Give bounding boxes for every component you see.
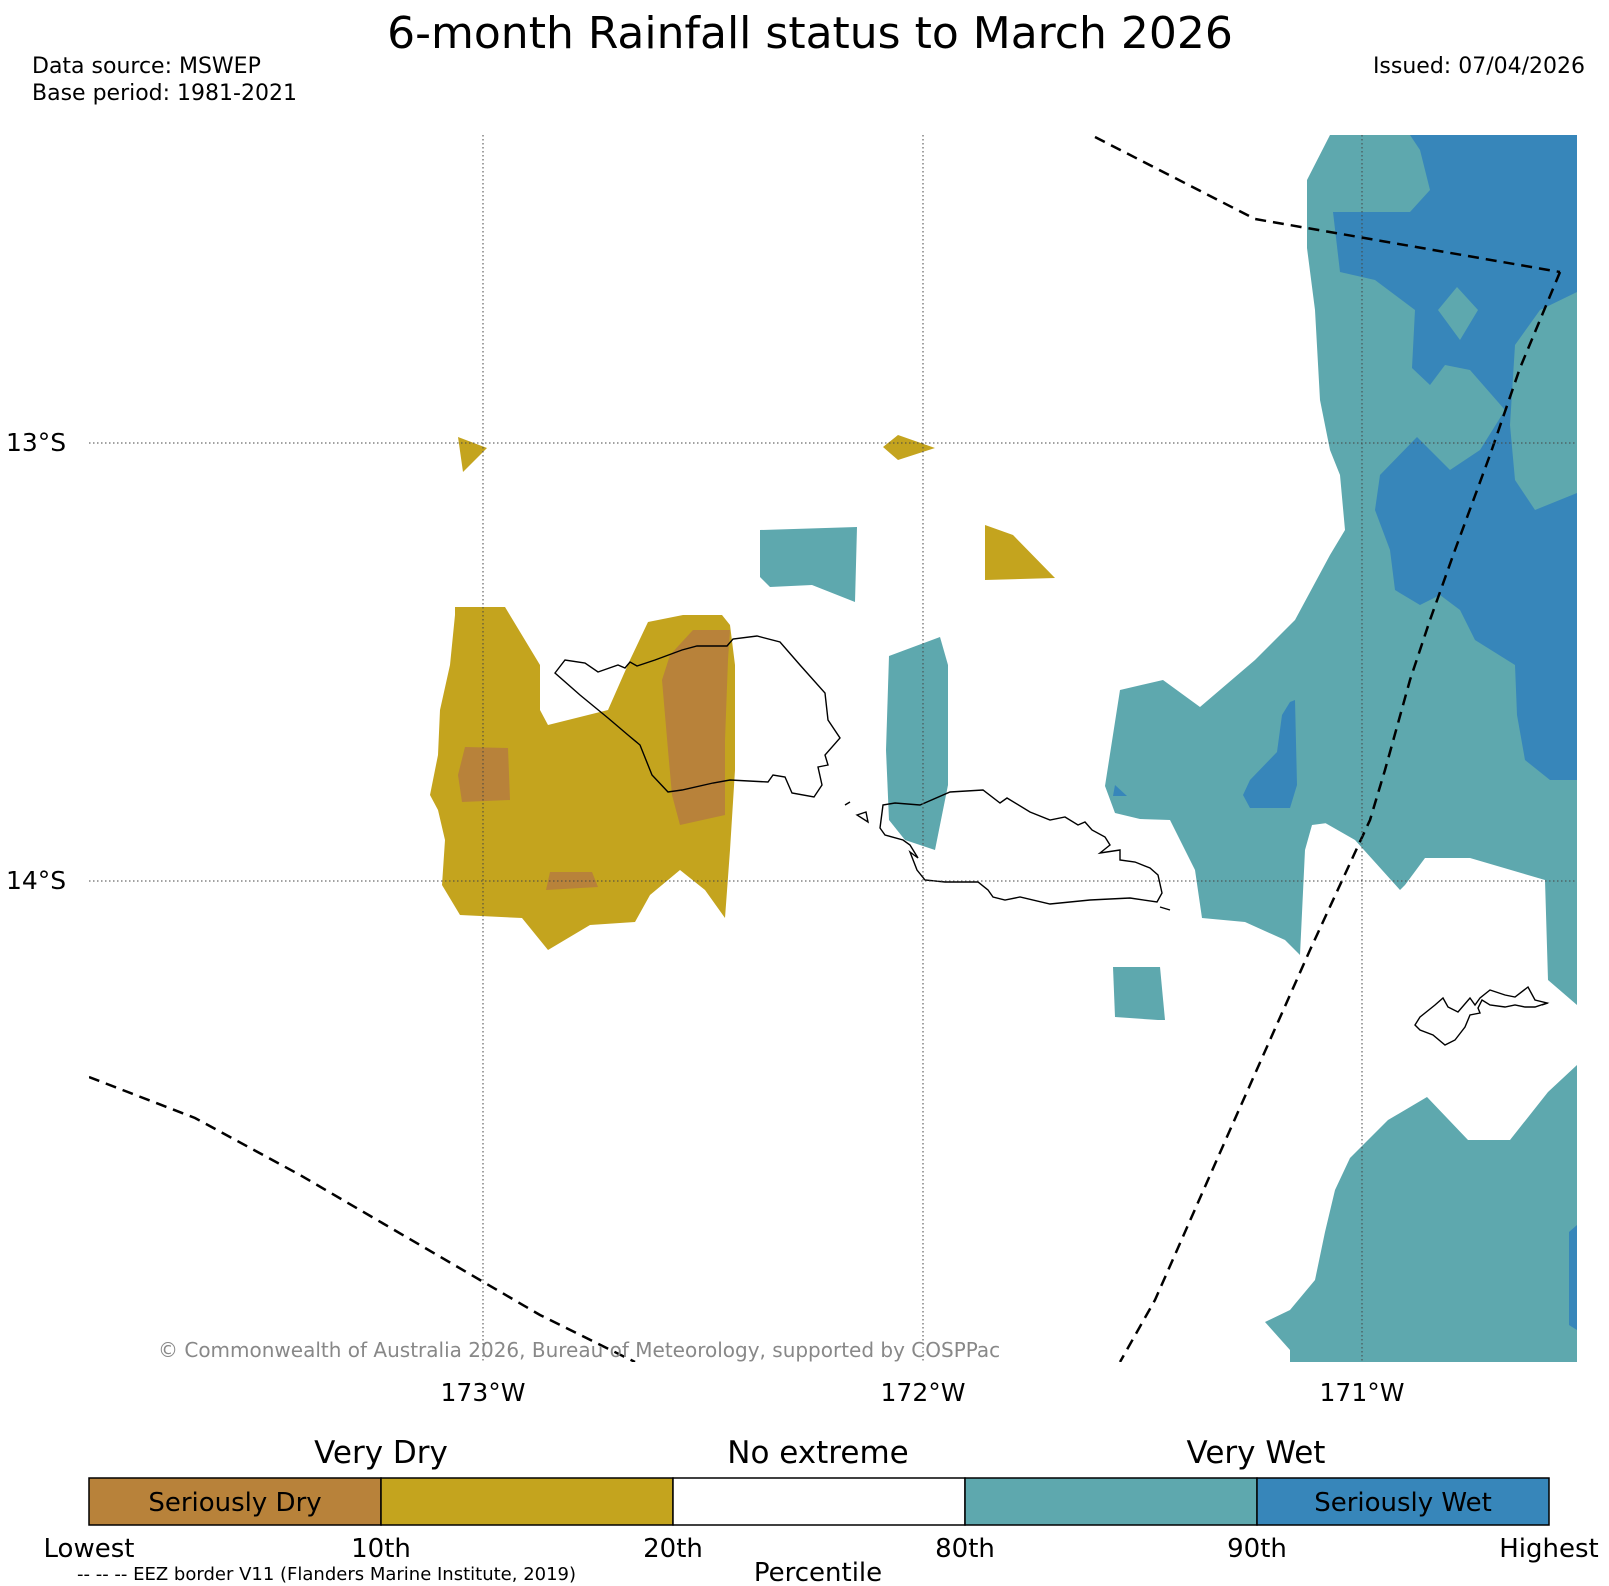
coastline-islet-1 [855,811,870,824]
data-source-text: Data source: MSWEP [32,54,261,79]
very-dry-region-main [430,607,735,950]
legend-box-very-dry [380,1477,674,1526]
seriously-dry-patch-1 [662,630,730,825]
eez-border-east [1118,271,1562,1362]
seriously-wet-regions [1113,135,1577,1330]
coastline-upolu [879,789,1163,905]
lat-label-14s: 14°S [6,866,66,895]
lon-label-172w: 172°W [881,1378,966,1407]
legend-box-no-extreme [672,1477,966,1526]
gridlines [89,135,1577,1362]
eez-border-southwest [89,1075,636,1362]
very-dry-regions [430,435,1055,950]
very-wet-patch-3 [1113,967,1165,1020]
very-wet-regions [760,135,1577,1362]
lon-label-173w: 173°W [441,1378,526,1407]
legend-box-seriously-wet [1256,1477,1550,1526]
very-dry-patch-1 [458,437,487,472]
eez-note-text: -- -- -- EEZ border V11 (Flanders Marine… [77,1564,576,1585]
eez-border-north [1094,135,1561,274]
legend: Very Dry No extreme Very Wet Seriously D… [44,1435,1599,1586]
lat-label-13s: 13°S [6,428,66,457]
seriously-dry-patch-3 [546,872,598,890]
lat-labels: 13°S 14°S [6,428,66,895]
legend-tick-lowest: Lowest [44,1534,135,1564]
issued-date-text: Issued: 07/04/2026 [1373,54,1585,79]
map-area: © Commonwealth of Australia 2026, Bureau… [89,135,1577,1362]
coastline-islet-2 [844,801,851,806]
legend-tick-80th: 80th [935,1534,995,1564]
eez-borders [89,135,1562,1362]
lon-label-171w: 171°W [1320,1378,1405,1407]
legend-group-very-dry: Very Dry [314,1435,448,1471]
seriously-dry-regions [458,630,730,890]
seriously-wet-patch-1 [1243,700,1297,808]
legend-tick-90th: 90th [1227,1534,1287,1564]
legend-box-very-wet [964,1477,1258,1526]
seriously-wet-region-north [1333,135,1577,780]
very-dry-patch-2 [883,435,935,460]
seriously-wet-patch-2 [1113,785,1127,796]
legend-label-seriously-wet: Seriously Wet [1314,1488,1492,1518]
copyright-text: © Commonwealth of Australia 2026, Bureau… [158,1338,1000,1362]
seriously-dry-patch-2 [458,747,510,802]
legend-tick-10th: 10th [351,1534,411,1564]
legend-tick-20th: 20th [643,1534,703,1564]
base-period-text: Base period: 1981-2021 [32,81,297,106]
map-title: 6-month Rainfall status to March 2026 [387,8,1233,59]
legend-tick-highest: Highest [1499,1534,1599,1564]
very-wet-patch-2 [886,637,948,850]
legend-group-no-extreme: No extreme [727,1435,908,1471]
coastline-tutuila [1414,985,1550,1046]
legend-group-very-wet: Very Wet [1187,1435,1326,1471]
very-dry-patch-3 [985,525,1055,580]
very-wet-patch-1 [760,527,857,602]
coastline-tutuila-tip [1541,1002,1549,1006]
very-wet-region-south [1265,1065,1577,1362]
coastline-upolu-tip [1159,906,1171,911]
seriously-wet-patch-3 [1569,1225,1577,1330]
legend-axis-label: Percentile [754,1558,882,1586]
legend-label-seriously-dry: Seriously Dry [148,1488,321,1518]
coastline-savaii [554,635,841,798]
lon-labels: 173°W 172°W 171°W [441,1378,1405,1407]
coastlines [554,635,1550,1046]
